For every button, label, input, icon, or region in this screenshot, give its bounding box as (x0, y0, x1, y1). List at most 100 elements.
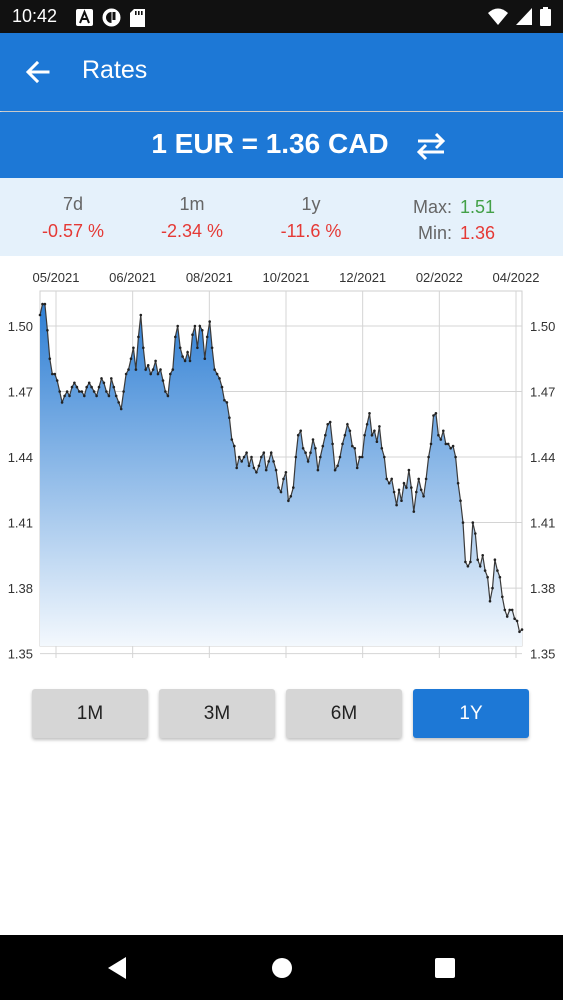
data-point (407, 468, 411, 472)
data-point (400, 499, 403, 502)
data-point (48, 357, 52, 360)
nav-home-icon[interactable] (269, 955, 295, 981)
x-tick-label: 10/2021 (263, 270, 310, 285)
rate-chart-svg[interactable]: 1.50 1.50 1.47 1.47 1.44 1.44 1.41 1.41 1.38 1.38… (0, 258, 563, 668)
data-point (151, 368, 155, 371)
app-bar: Rates (0, 33, 563, 111)
data-point (306, 460, 310, 463)
data-point (387, 481, 391, 485)
data-point (461, 521, 465, 524)
back-button[interactable] (18, 53, 58, 93)
data-point (464, 560, 467, 564)
range-1y-button[interactable]: 1Y (413, 689, 529, 738)
swap-currencies-button[interactable] (412, 127, 450, 165)
data-point (112, 385, 116, 389)
data-point (427, 455, 430, 459)
max-label: Max: (412, 196, 452, 217)
battery-icon (540, 7, 551, 26)
data-point (422, 495, 425, 498)
data-point (412, 510, 416, 513)
signal-icon (516, 8, 532, 25)
stat-value: -2.34 % (160, 221, 224, 241)
circle-app-icon (102, 8, 121, 27)
data-point (321, 444, 325, 448)
data-point (481, 554, 485, 557)
stat-label: 1m (179, 194, 205, 214)
data-point (205, 335, 209, 339)
data-point (267, 460, 271, 463)
data-point (186, 350, 189, 354)
data-point (161, 379, 165, 382)
range-3m-button[interactable]: 3M (159, 689, 275, 738)
data-point (122, 390, 125, 393)
x-tick-label: 12/2021 (339, 270, 386, 285)
data-point (282, 477, 285, 481)
data-point (181, 355, 184, 358)
data-point (488, 599, 492, 603)
data-point (498, 575, 502, 579)
data-point (208, 320, 211, 323)
data-point (424, 477, 428, 481)
data-point (198, 324, 202, 328)
data-point (228, 416, 231, 419)
y-tick-label-left: 1.35 (8, 647, 33, 662)
range-1m-button[interactable]: 1M (32, 689, 148, 738)
data-point (213, 368, 216, 371)
range-6m-button[interactable]: 6M (286, 689, 402, 738)
nav-recents-icon[interactable] (432, 955, 458, 981)
data-point (193, 324, 197, 328)
data-point (503, 608, 507, 612)
data-point (439, 438, 443, 441)
data-point (415, 490, 418, 494)
min-value: 1.36 (460, 222, 496, 243)
data-point (402, 481, 406, 485)
data-point (326, 423, 330, 426)
data-point (373, 429, 376, 433)
data-point (164, 390, 167, 393)
x-tick-label: 06/2021 (109, 270, 156, 285)
data-point (510, 608, 514, 612)
data-point (87, 381, 91, 385)
data-point (156, 372, 160, 376)
y-tick-label-right: 1.47 (530, 384, 555, 399)
data-point (154, 359, 157, 363)
data-point (336, 464, 339, 468)
data-point (375, 440, 379, 443)
data-point (247, 464, 251, 468)
data-point (380, 447, 384, 450)
data-point (269, 451, 273, 454)
data-point (277, 486, 280, 489)
data-point (107, 394, 111, 398)
data-point (75, 385, 79, 389)
data-point (41, 302, 44, 306)
data-point (496, 569, 499, 572)
data-point (139, 313, 143, 317)
data-point (235, 466, 238, 470)
data-point (215, 372, 219, 376)
data-point (378, 425, 381, 428)
stat-label: 7d (62, 194, 84, 214)
data-point (196, 346, 199, 350)
exchange-rate-text: 1 EUR = 1.36 CAD (151, 128, 389, 159)
series-area (40, 304, 522, 646)
data-point (343, 433, 347, 437)
data-point (92, 390, 96, 393)
y-tick-label-right: 1.50 (530, 319, 555, 334)
data-point (348, 429, 352, 433)
data-point (60, 401, 64, 404)
data-point (63, 394, 66, 398)
data-point (83, 394, 86, 398)
data-point (491, 586, 494, 590)
y-tick-label-left: 1.50 (8, 319, 33, 334)
nav-back-icon[interactable] (105, 955, 131, 981)
data-point (176, 324, 179, 328)
data-point (166, 394, 170, 398)
data-point (105, 390, 108, 393)
data-point (434, 412, 438, 415)
data-point (360, 455, 364, 459)
data-point (437, 433, 440, 437)
sd-card-icon (130, 8, 145, 27)
data-point (46, 329, 49, 332)
rate-chart[interactable]: 1.50 1.50 1.47 1.47 1.44 1.44 1.41 1.41 1.38 1.38… (0, 258, 563, 668)
data-point (486, 575, 489, 579)
